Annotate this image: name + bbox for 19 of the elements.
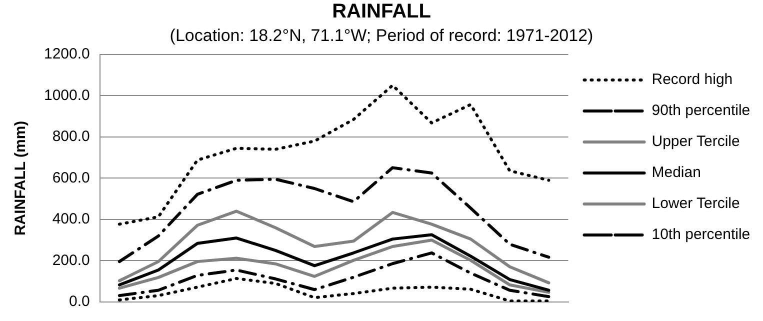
chart-subtitle: (Location: 18.2°N, 71.1°W; Period of record: 1971-2012) [170,26,594,45]
line-series [118,84,550,226]
legend-label: Record high [652,71,733,88]
y-axis-title: RAINFALL (mm) [12,120,30,236]
line-series [118,166,550,264]
legend-label: Upper Tercile [652,133,740,150]
y-tick-label: 200.0 [52,252,90,269]
y-tick-label: 0.0 [69,293,90,310]
chart-title: RAINFALL [332,0,431,23]
y-tick-label: 1200.0 [44,46,90,63]
y-tick-label: 1000.0 [44,86,90,104]
legend-label: Median [652,164,701,182]
legend-label: 10th percentile [652,226,750,244]
y-tick-label: 600.0 [52,169,90,186]
legend-label: Lower Tercile [652,195,740,212]
y-tick-label: 400.0 [52,210,90,228]
line-series [118,251,550,298]
legend-label: 90th percentile [652,102,750,120]
y-tick-label: 800.0 [52,128,90,146]
